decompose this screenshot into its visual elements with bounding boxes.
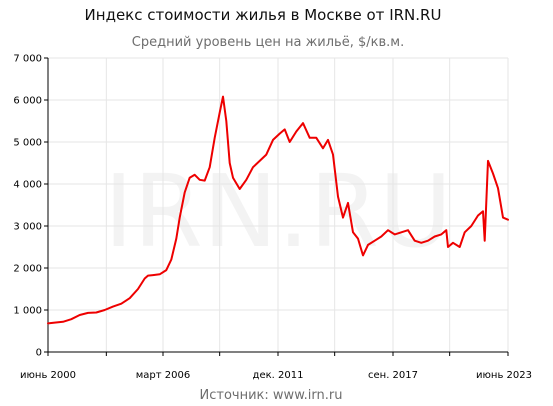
y-tick-label: 2 000 bbox=[13, 264, 42, 275]
y-axis: 0 1 000 2 000 3 000 4 000 5 000 6 000 7 000 bbox=[13, 54, 49, 359]
chart-subtitle: Средний уровень цен на жильё, $/кв.м. bbox=[132, 35, 404, 50]
x-tick-label: дек. 2011 bbox=[253, 370, 304, 381]
x-axis: июнь 2000 март 2006 дек. 2011 сен. 2017 июнь… bbox=[20, 351, 532, 381]
source-label: Источник: www.irn.ru bbox=[200, 388, 343, 403]
x-tick-label: март 2006 bbox=[136, 370, 190, 381]
series-line bbox=[47, 95, 509, 325]
x-tick-label: июнь 2000 bbox=[20, 370, 76, 381]
y-tick-label: 3 000 bbox=[13, 222, 42, 233]
y-tick-label: 4 000 bbox=[13, 180, 42, 191]
y-tick-label: 7 000 bbox=[13, 54, 42, 65]
x-tick-label: сен. 2017 bbox=[368, 370, 418, 381]
y-tick-label: 0 bbox=[36, 348, 42, 359]
y-tick-label: 1 000 bbox=[13, 306, 42, 317]
series-group bbox=[47, 95, 509, 325]
x-tick-label: июнь 2023 bbox=[476, 370, 532, 381]
y-tick-label: 5 000 bbox=[13, 138, 42, 149]
y-tick-label: 6 000 bbox=[13, 96, 42, 107]
chart-title: Индекс стоимости жилья в Москве от IRN.R… bbox=[85, 6, 442, 24]
